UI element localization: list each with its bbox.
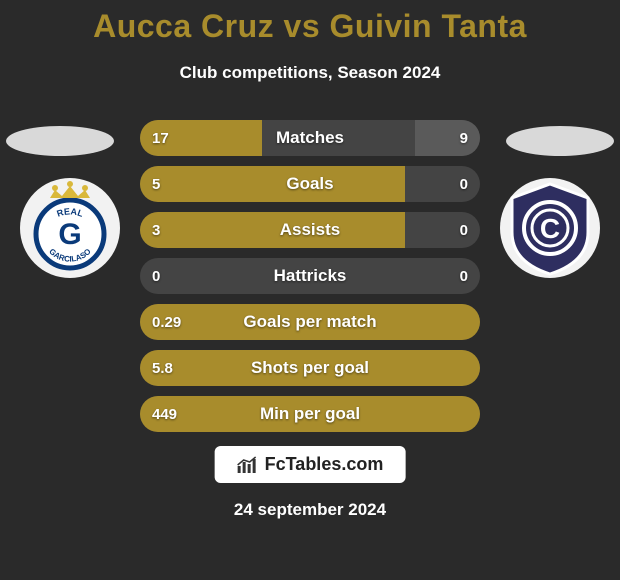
stat-row: Matches17 9: [140, 120, 480, 156]
stat-value-left: 5: [152, 166, 160, 202]
stat-label: Goals: [140, 166, 480, 202]
stat-row: Shots per goal5.8: [140, 350, 480, 386]
stat-value-left: 5.8: [152, 350, 173, 386]
team-crest-right: C: [500, 178, 600, 278]
comparison-card: Aucca Cruz vs Guivin Tanta Club competit…: [0, 0, 620, 580]
stat-value-right: 9: [460, 120, 468, 156]
stat-value-left: 17: [152, 120, 169, 156]
stat-label: Hattricks: [140, 258, 480, 294]
stat-value-right: 0: [460, 166, 468, 202]
stat-bars: Matches179Goals50Assists30Hattricks00Goa…: [140, 120, 480, 442]
footer-date: 24 september 2024: [0, 500, 620, 520]
stat-value-right: 0: [460, 258, 468, 294]
subtitle: Club competitions, Season 2024: [180, 63, 441, 83]
stat-label: Goals per match: [140, 304, 480, 340]
cienciano-crest-icon: C: [500, 178, 600, 278]
shadow-right: [506, 126, 614, 156]
stat-label: Assists: [140, 212, 480, 248]
stat-value-left: 0: [152, 258, 160, 294]
stat-row: Min per goal449: [140, 396, 480, 432]
stat-row: Goals per match0.29: [140, 304, 480, 340]
stat-label: Shots per goal: [140, 350, 480, 386]
svg-text:G: G: [58, 218, 81, 251]
stat-label: Matches: [140, 120, 480, 156]
stat-row: Hattricks0 0: [140, 258, 480, 294]
brand-text: FcTables.com: [265, 454, 384, 475]
garcilaso-crest-icon: G REAL GARCILASO: [20, 178, 120, 278]
stat-value-right: 0: [460, 212, 468, 248]
stat-row: Assists3 0: [140, 212, 480, 248]
stat-value-left: 449: [152, 396, 177, 432]
brand-box: FcTables.com: [215, 446, 406, 483]
team-crest-left: G REAL GARCILASO: [20, 178, 120, 278]
brand-chart-icon: [237, 456, 259, 474]
svg-text:C: C: [540, 213, 560, 244]
stat-row: Goals5 0: [140, 166, 480, 202]
stat-value-left: 3: [152, 212, 160, 248]
stat-value-left: 0.29: [152, 304, 181, 340]
shadow-left: [6, 126, 114, 156]
stat-label: Min per goal: [140, 396, 480, 432]
page-title: Aucca Cruz vs Guivin Tanta: [93, 8, 527, 45]
